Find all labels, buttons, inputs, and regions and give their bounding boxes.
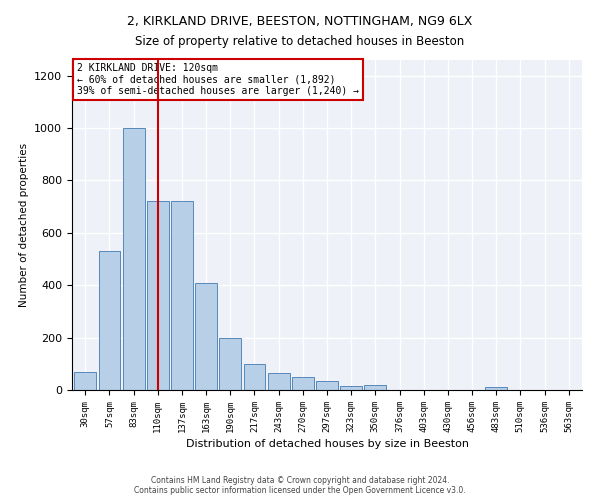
X-axis label: Distribution of detached houses by size in Beeston: Distribution of detached houses by size … — [185, 439, 469, 449]
Bar — [268, 373, 290, 390]
Bar — [292, 378, 314, 390]
Bar — [316, 382, 338, 390]
Bar — [147, 202, 169, 390]
Bar — [485, 388, 507, 390]
Bar — [244, 364, 265, 390]
Bar — [74, 372, 96, 390]
Text: Size of property relative to detached houses in Beeston: Size of property relative to detached ho… — [136, 35, 464, 48]
Y-axis label: Number of detached properties: Number of detached properties — [19, 143, 29, 307]
Bar — [123, 128, 145, 390]
Bar — [220, 338, 241, 390]
Bar — [340, 386, 362, 390]
Text: 2, KIRKLAND DRIVE, BEESTON, NOTTINGHAM, NG9 6LX: 2, KIRKLAND DRIVE, BEESTON, NOTTINGHAM, … — [127, 15, 473, 28]
Bar — [171, 202, 193, 390]
Bar — [364, 386, 386, 390]
Bar — [98, 251, 121, 390]
Text: Contains HM Land Registry data © Crown copyright and database right 2024.
Contai: Contains HM Land Registry data © Crown c… — [134, 476, 466, 495]
Text: 2 KIRKLAND DRIVE: 120sqm
← 60% of detached houses are smaller (1,892)
39% of sem: 2 KIRKLAND DRIVE: 120sqm ← 60% of detach… — [77, 64, 359, 96]
Bar — [195, 282, 217, 390]
